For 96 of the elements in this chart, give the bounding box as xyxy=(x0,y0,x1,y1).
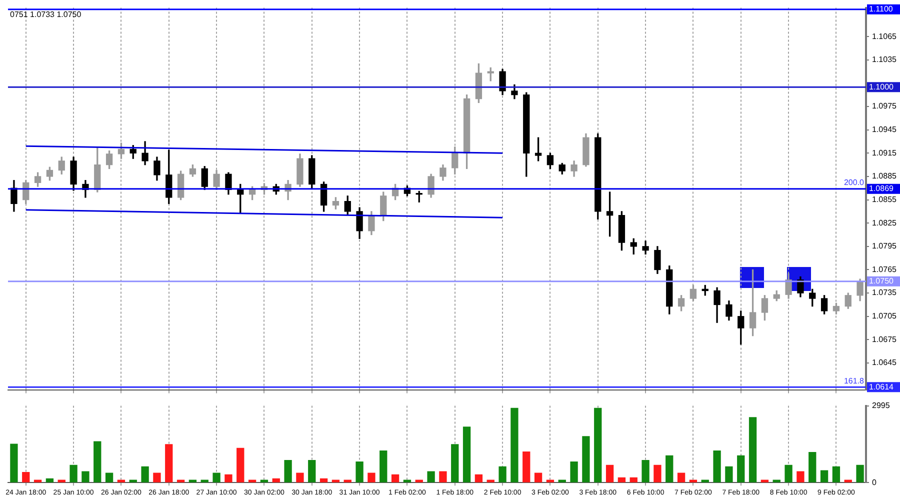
bar xyxy=(224,474,232,482)
bar xyxy=(248,480,256,482)
bar xyxy=(129,480,137,482)
bar xyxy=(427,471,435,482)
bar xyxy=(666,455,674,482)
bar xyxy=(748,417,757,482)
bar xyxy=(642,460,650,482)
annotation: 0751 1.0733 1.0750 xyxy=(10,10,82,20)
bar xyxy=(654,464,662,482)
bar xyxy=(462,426,471,482)
bar xyxy=(713,450,721,482)
bar xyxy=(534,472,542,482)
bar xyxy=(391,474,400,482)
bar xyxy=(46,478,54,482)
y-tick-label: 1.0825 xyxy=(872,218,898,228)
bar xyxy=(58,480,66,482)
bar xyxy=(165,444,173,482)
bar xyxy=(796,471,804,482)
ref-line-label: 1.1100 xyxy=(869,4,894,14)
bar xyxy=(368,472,376,482)
bar xyxy=(594,408,602,482)
y-tick-label: 1.0855 xyxy=(872,194,898,204)
y-tick-label: 1.0765 xyxy=(872,264,898,274)
bar xyxy=(117,480,126,482)
y-tick-label: 1.1065 xyxy=(872,32,898,41)
bar xyxy=(606,464,614,482)
bar xyxy=(403,480,412,482)
bar xyxy=(70,464,78,482)
bar xyxy=(105,472,114,482)
y-tick-label: 1.0975 xyxy=(872,102,898,111)
bar xyxy=(236,448,244,482)
bar xyxy=(725,466,733,482)
bar xyxy=(356,462,364,482)
y-tick-label: 1.0915 xyxy=(872,148,898,158)
bar xyxy=(200,480,208,482)
bar xyxy=(832,466,840,482)
bar xyxy=(296,472,304,482)
bar xyxy=(737,455,745,482)
y-tick-label: 1.0945 xyxy=(872,125,898,134)
bar xyxy=(153,472,161,482)
bar xyxy=(522,452,530,482)
bar xyxy=(272,478,280,482)
bar xyxy=(820,470,828,482)
bar xyxy=(760,480,769,482)
bar xyxy=(141,466,149,482)
ref-line-label: 1.0614 xyxy=(869,382,894,392)
bar xyxy=(380,450,388,482)
annotation: 161.8 xyxy=(844,376,865,386)
y-tick-label: 1.0885 xyxy=(872,172,898,181)
bar xyxy=(415,480,423,482)
bar xyxy=(284,460,292,482)
ref-line-label: 1.1000 xyxy=(869,82,894,92)
bar xyxy=(546,480,554,482)
bar xyxy=(22,472,30,482)
bar xyxy=(498,466,506,482)
bar xyxy=(474,474,483,482)
bar xyxy=(332,480,340,482)
y-tick-label: 2995 xyxy=(872,401,890,410)
bar xyxy=(439,471,447,482)
bar xyxy=(94,441,102,482)
bar xyxy=(784,464,792,482)
bar xyxy=(260,480,268,482)
bar xyxy=(689,480,698,482)
bar xyxy=(510,408,518,482)
y-tick-label: 0 xyxy=(872,478,877,487)
bar xyxy=(582,436,590,482)
ref-line-label: 1.0750 xyxy=(869,276,894,286)
bar xyxy=(451,444,459,482)
bar xyxy=(188,480,197,482)
annotation: 200.0 xyxy=(844,178,865,188)
bar xyxy=(677,472,686,482)
bar xyxy=(176,480,185,482)
bar xyxy=(10,444,18,482)
y-tick-label: 1.0675 xyxy=(872,334,898,344)
y-tick-label: 1.0795 xyxy=(872,242,898,251)
bar xyxy=(82,471,90,482)
y-tick-label: 1.1035 xyxy=(872,55,898,64)
bar xyxy=(308,460,316,482)
bar xyxy=(844,480,852,482)
bar xyxy=(701,480,709,482)
bar xyxy=(344,480,352,482)
bar xyxy=(856,464,864,482)
bar xyxy=(558,480,566,482)
y-tick-label: 1.0705 xyxy=(872,312,898,321)
bar xyxy=(34,480,42,482)
bar xyxy=(570,462,578,482)
bar xyxy=(320,478,328,482)
bar xyxy=(212,472,220,482)
bar xyxy=(630,477,638,482)
bar xyxy=(808,452,816,482)
bar xyxy=(772,480,780,482)
bar xyxy=(486,480,494,482)
ref-line-label: 1.0869 xyxy=(869,184,894,194)
y-tick-label: 1.0735 xyxy=(872,288,898,298)
y-tick-label: 1.0645 xyxy=(872,358,898,368)
bar xyxy=(618,477,626,482)
